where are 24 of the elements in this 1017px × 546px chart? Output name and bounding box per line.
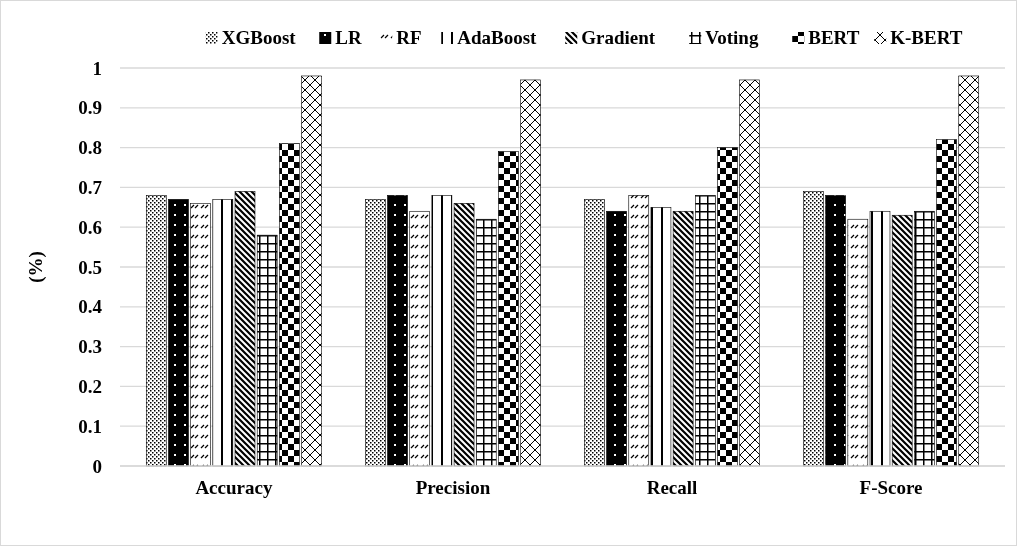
legend-label: XGBoost (221, 27, 297, 48)
x-tick-label: F-Score (859, 477, 923, 498)
y-tick-label: 0.5 (78, 256, 102, 278)
y-tick-label: 0.1 (78, 415, 102, 437)
legend-label: Voting (705, 27, 759, 48)
legend-label: BERT (808, 27, 860, 48)
y-tick-label: 0.7 (78, 177, 103, 199)
y-tick-label: 0.2 (78, 376, 102, 398)
y-tick-label: 0.3 (78, 336, 102, 358)
y-tick-label: 0.8 (78, 137, 102, 159)
y-tick-label: 1 (92, 57, 102, 79)
y-tick-label: 0.9 (78, 97, 102, 119)
legend-label: K-BERT (890, 27, 963, 48)
legend-label: LR (335, 27, 362, 48)
legend-label: AdaBoost (457, 27, 538, 48)
y-tick-label: 0 (92, 455, 102, 477)
y-tick-label: 0.4 (78, 296, 103, 318)
legend-label: Gradient (581, 27, 656, 48)
x-tick-label: Accuracy (195, 477, 273, 498)
x-tick-label: Precision (415, 477, 491, 498)
y-axis-title: (%) (25, 251, 47, 283)
y-tick-label: 0.6 (78, 216, 102, 238)
legend-label: RF (396, 27, 422, 48)
x-tick-label: Recall (646, 477, 698, 498)
